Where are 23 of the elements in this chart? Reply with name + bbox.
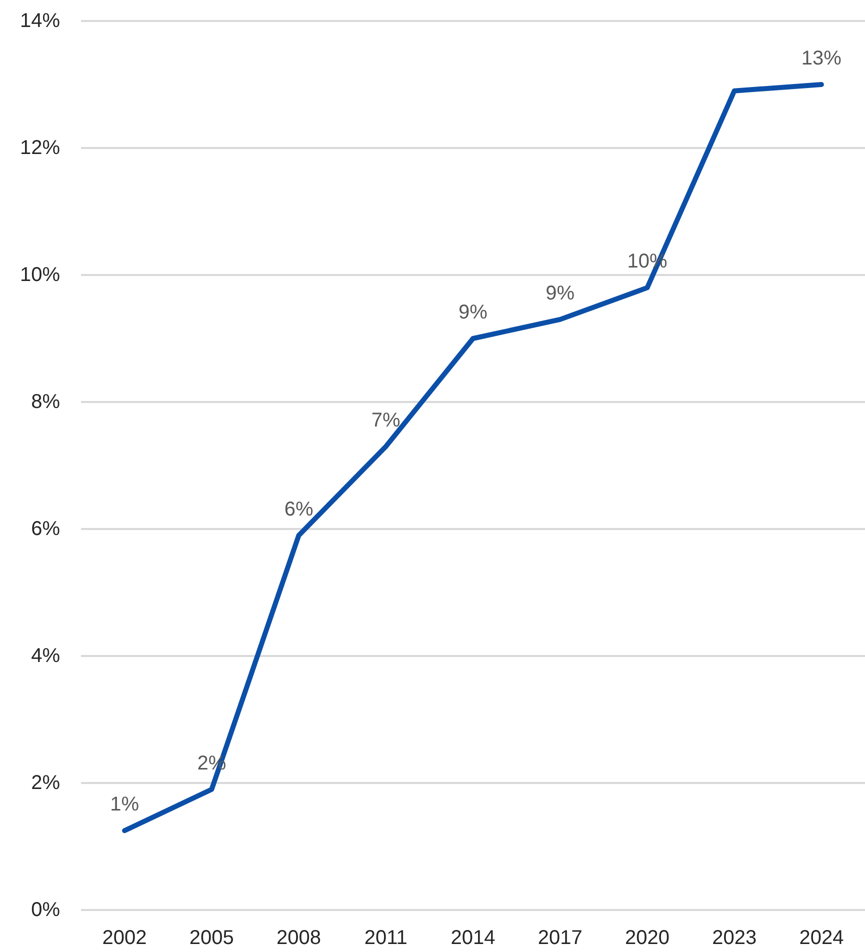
y-tick-label: 14% — [20, 10, 60, 32]
y-tick-label: 6% — [31, 518, 60, 540]
x-tick-label: 2014 — [450, 927, 496, 949]
data-label: 6% — [284, 498, 314, 520]
x-tick-label: 2020 — [624, 927, 670, 949]
x-tick-label: 2023 — [712, 927, 757, 949]
x-tick-label: 2008 — [276, 927, 322, 949]
data-label: 9% — [546, 282, 575, 304]
y-tick-label: 10% — [20, 264, 60, 286]
data-label: 13% — [801, 48, 842, 70]
x-tick-label: 2002 — [102, 927, 147, 949]
data-label: 9% — [458, 302, 488, 324]
x-tick-label: 2024 — [799, 927, 844, 949]
data-label: 7% — [371, 409, 401, 432]
x-tick-label: 2005 — [189, 927, 234, 949]
y-tick-label: 4% — [31, 645, 60, 667]
x-tick-label: 2011 — [364, 927, 408, 949]
y-tick-label: 0% — [31, 899, 60, 921]
y-tick-label: 2% — [31, 772, 60, 794]
x-tick-label: 2017 — [538, 927, 582, 949]
y-tick-label: 12% — [20, 137, 60, 159]
y-tick-label: 8% — [31, 391, 60, 413]
data-label: 1% — [110, 794, 140, 816]
